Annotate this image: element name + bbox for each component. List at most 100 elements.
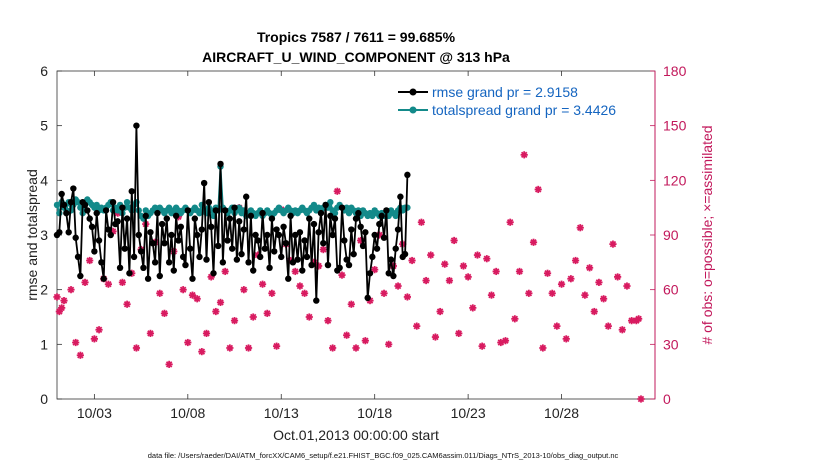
y-left-tick-label: 6 <box>40 63 48 79</box>
rmse-point <box>105 226 112 233</box>
obs-marker <box>422 276 430 285</box>
rmse-point <box>91 248 98 255</box>
rmse-point <box>394 226 402 233</box>
obs-marker-stroke <box>133 344 140 352</box>
obs-marker <box>179 286 187 294</box>
obs-marker-stroke <box>320 246 327 253</box>
legend-label-rmse: rmse grand pr = 2.9158 <box>432 84 578 100</box>
rmse-point <box>294 256 301 263</box>
obs-marker <box>132 344 141 352</box>
rmse-point <box>392 245 399 252</box>
obs-marker <box>268 289 276 297</box>
obs-marker-stroke <box>193 295 201 303</box>
obs-marker <box>165 360 173 368</box>
obs-marker-stroke <box>296 282 304 290</box>
obs-marker <box>515 267 524 276</box>
obs-marker-stroke <box>259 280 266 288</box>
obs-marker-stroke <box>413 322 420 330</box>
obs-marker-stroke <box>539 344 547 352</box>
chart-title: Tropics 7587 / 7611 = 99.685% <box>257 29 456 45</box>
rmse-point <box>271 248 278 255</box>
spread-point <box>345 209 353 217</box>
obs-marker <box>548 289 556 297</box>
legend: rmse grand pr = 2.9158 totalspread grand… <box>398 84 616 118</box>
obs-marker-stroke <box>534 186 542 193</box>
obs-marker <box>385 340 393 348</box>
y-right-tick-label: 120 <box>663 172 687 188</box>
rmse-point <box>329 231 336 239</box>
rmse-point <box>149 240 156 247</box>
spread-point <box>93 201 100 209</box>
obs-marker <box>464 273 472 281</box>
rmse-point <box>247 212 255 220</box>
rmse-point <box>292 231 299 239</box>
obs-marker <box>483 255 491 263</box>
rmse-point <box>240 226 248 233</box>
obs-marker-stroke <box>404 293 411 301</box>
rmse-point <box>278 253 285 261</box>
obs-marker-stroke <box>60 297 68 304</box>
obs-marker-stroke <box>91 335 98 343</box>
obs-marker <box>184 338 192 347</box>
obs-marker <box>86 256 94 265</box>
obs-marker <box>525 289 533 297</box>
obs-marker-stroke <box>352 344 360 352</box>
spread-point <box>236 204 243 211</box>
rmse-point <box>196 253 203 261</box>
y-right-tick-label: 60 <box>663 282 679 298</box>
x-tick-label: 10/08 <box>170 405 205 421</box>
obs-marker <box>95 326 103 334</box>
rmse-point <box>289 259 297 266</box>
obs-marker <box>240 286 248 294</box>
rmse-point <box>58 190 65 198</box>
y-left-tick-label: 4 <box>40 172 48 188</box>
obs-marker-stroke <box>81 279 89 286</box>
obs-marker <box>361 337 369 345</box>
obs-marker-stroke <box>544 270 551 277</box>
rmse-point <box>212 207 220 214</box>
rmse-point <box>182 261 189 269</box>
rmse-point <box>275 231 283 239</box>
rmse-point <box>355 209 362 217</box>
obs-marker-stroke <box>595 279 603 286</box>
obs-marker-stroke <box>469 304 477 312</box>
chart-subtitle: AIRCRAFT_U_WIND_COMPONENT @ 313 hPa <box>202 49 510 65</box>
obs-marker <box>595 278 603 286</box>
spread-point <box>196 209 203 217</box>
obs-marker-stroke <box>231 317 238 324</box>
obs-marker <box>417 218 426 226</box>
obs-marker <box>371 266 379 274</box>
rmse-point <box>315 229 322 236</box>
obs-marker <box>118 278 127 286</box>
obs-marker-stroke <box>506 219 514 226</box>
rmse-point <box>341 237 348 244</box>
x-axis-ticks: 10/03 10/08 10/13 10/18 10/23 10/28 <box>77 71 579 421</box>
rmse-point <box>380 234 388 241</box>
rmse-point <box>282 240 290 247</box>
obs-marker-stroke <box>156 290 164 297</box>
obs-marker-stroke <box>446 277 453 284</box>
obs-marker <box>571 256 580 265</box>
rmse-point <box>299 267 306 274</box>
rmse-point <box>306 215 313 222</box>
rmse-point <box>308 261 315 269</box>
obs-marker <box>198 348 206 356</box>
obs-marker-stroke <box>478 342 486 350</box>
spread-point <box>343 204 350 211</box>
obs-marker-stroke <box>385 341 392 348</box>
rmse-point <box>128 188 135 195</box>
obs-marker-stroke <box>292 268 299 275</box>
obs-marker-stroke <box>553 322 561 330</box>
obs-marker <box>301 289 309 297</box>
rmse-point <box>264 231 271 239</box>
y-right-tick-label: 150 <box>663 118 687 134</box>
obs-marker-stroke <box>245 344 252 352</box>
obs-marker-stroke <box>366 297 374 304</box>
obs-marker <box>469 304 477 312</box>
rmse-point <box>175 237 182 244</box>
rmse-point <box>320 240 327 247</box>
rmse-point <box>268 215 276 222</box>
rmse-point <box>231 204 238 211</box>
obs-marker-stroke <box>436 308 444 315</box>
obs-marker <box>212 307 220 316</box>
